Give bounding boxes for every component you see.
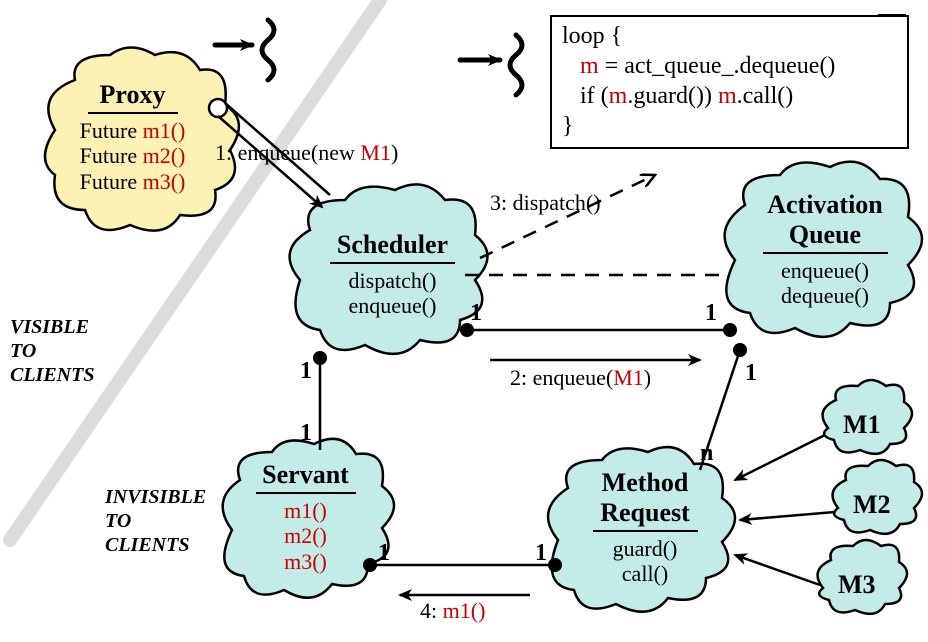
mult-mr-n: n [700,440,713,467]
mult-sched-right: 1 [470,300,482,327]
servant-m1: m1() [238,498,373,523]
proxy-m2: Future m2() [55,143,210,168]
edge-servant-mr [363,558,562,572]
edge-m3-mr [735,555,820,585]
squiggle-2 [460,35,522,95]
aq-title-1: Activation [735,190,915,220]
mult-mr-left: 1 [535,540,547,567]
scheduler-block: Scheduler dispatch() enqueue() [305,230,480,319]
edge-m1-mr [735,435,825,480]
m3-label: M3 [838,570,876,600]
scheduler-m2: enqueue() [305,293,480,318]
edge-sched-aq [467,323,737,337]
mr-block: Method Request guard() call() [565,468,725,587]
servant-m2: m2() [238,523,373,548]
proxy-m3: Future m3() [55,169,210,194]
aq-title-2: Queue [735,220,915,250]
mult-sched-top: 1 [300,358,312,385]
code-line-3: if (m.guard()) m.call() [562,81,897,111]
scheduler-m1: dispatch() [305,268,480,293]
proxy-connector-circle [209,99,227,117]
edge-3-label: 3: dispatch() [490,190,601,216]
servant-m3: m3() [238,549,373,574]
servant-title: Servant [238,460,373,490]
proxy-block: Proxy Future m1() Future m2() Future m3(… [55,80,210,194]
mult-servant-top: 1 [300,420,312,447]
proxy-m1: Future m1() [55,118,210,143]
diagram-canvas: loop { m = act_queue_.dequeue() if (m.gu… [0,0,928,642]
mr-m2: call() [565,561,725,586]
servant-block: Servant m1() m2() m3() [238,460,373,574]
aq-block: Activation Queue enqueue() dequeue() [735,190,915,309]
mult-aq-left: 1 [705,300,717,327]
mult-servant-right: 1 [378,540,390,567]
m1-label: M1 [843,410,881,440]
code-line-4: } [562,111,897,141]
code-box: loop { m = act_queue_.dequeue() if (m.gu… [550,15,909,149]
edge-1-label: 1: enqueue(new M1) [215,140,398,166]
edge-m2-mr [740,512,835,520]
code-line-1: loop { [562,21,897,51]
region-invisible: INVISIBLETOCLIENTS [105,485,206,557]
proxy-title: Proxy [55,80,210,110]
mult-aq-bottom: 1 [745,360,757,387]
aq-m2: dequeue() [735,283,915,308]
edge-2-label: 2: enqueue(M1) [510,365,651,391]
mr-title-1: Method [565,468,725,498]
code-line-2: m = act_queue_.dequeue() [562,51,897,81]
scheduler-title: Scheduler [305,230,480,260]
squiggle-1 [215,20,274,80]
aq-m1: enqueue() [735,258,915,283]
m2-label: M2 [853,490,891,520]
region-visible: VISIBLETOCLIENTS [10,315,94,387]
mr-m1: guard() [565,536,725,561]
edge-4-label: 4: m1() [420,598,485,624]
mr-title-2: Request [565,498,725,528]
